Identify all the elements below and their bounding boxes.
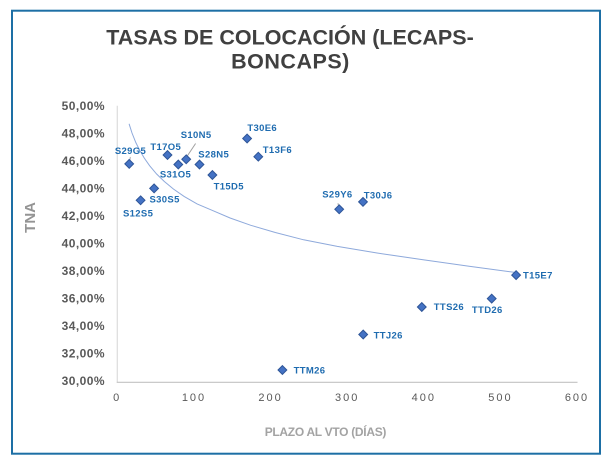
- svg-text:T30J6: T30J6: [364, 191, 393, 202]
- svg-text:TTD26: TTD26: [472, 305, 503, 316]
- svg-text:TNA: TNA: [22, 202, 39, 233]
- svg-text:S10N5: S10N5: [181, 130, 212, 141]
- svg-text:S29G5: S29G5: [115, 146, 147, 157]
- svg-text:S31O5: S31O5: [160, 170, 192, 181]
- svg-text:T15E7: T15E7: [523, 270, 553, 281]
- svg-text:T13F6: T13F6: [263, 145, 292, 156]
- svg-text:T30E6: T30E6: [247, 123, 277, 134]
- svg-text:300: 300: [335, 392, 359, 404]
- svg-text:TTJ26: TTJ26: [374, 330, 403, 341]
- svg-text:38,00%: 38,00%: [62, 264, 105, 278]
- svg-text:TTM26: TTM26: [294, 365, 326, 376]
- svg-text:S30S5: S30S5: [149, 195, 180, 206]
- svg-text:S28N5: S28N5: [198, 150, 229, 161]
- svg-text:T17O5: T17O5: [150, 142, 181, 153]
- svg-text:50,00%: 50,00%: [62, 99, 105, 113]
- svg-text:42,00%: 42,00%: [62, 209, 105, 223]
- svg-text:500: 500: [488, 392, 512, 404]
- svg-text:400: 400: [412, 392, 436, 404]
- svg-text:36,00%: 36,00%: [62, 292, 105, 306]
- svg-text:T15D5: T15D5: [214, 182, 245, 193]
- svg-text:200: 200: [258, 392, 282, 404]
- svg-text:TASAS DE COLOCACIÓN (LECAPS-: TASAS DE COLOCACIÓN (LECAPS-: [106, 24, 474, 49]
- svg-text:BONCAPS): BONCAPS): [231, 49, 350, 73]
- svg-text:S29Y6: S29Y6: [322, 190, 352, 201]
- svg-text:30,00%: 30,00%: [62, 374, 105, 388]
- svg-text:TTS26: TTS26: [434, 302, 464, 313]
- svg-text:PLAZO AL VTO (DÍAS): PLAZO AL VTO (DÍAS): [265, 424, 387, 439]
- svg-text:0: 0: [113, 392, 121, 404]
- svg-text:S12S5: S12S5: [123, 209, 154, 220]
- svg-text:100: 100: [182, 392, 206, 404]
- svg-text:44,00%: 44,00%: [62, 181, 105, 195]
- svg-text:32,00%: 32,00%: [62, 347, 105, 361]
- svg-text:48,00%: 48,00%: [62, 126, 105, 140]
- svg-text:46,00%: 46,00%: [62, 154, 105, 168]
- svg-text:34,00%: 34,00%: [62, 319, 105, 333]
- svg-text:40,00%: 40,00%: [62, 236, 105, 250]
- svg-text:600: 600: [565, 392, 589, 404]
